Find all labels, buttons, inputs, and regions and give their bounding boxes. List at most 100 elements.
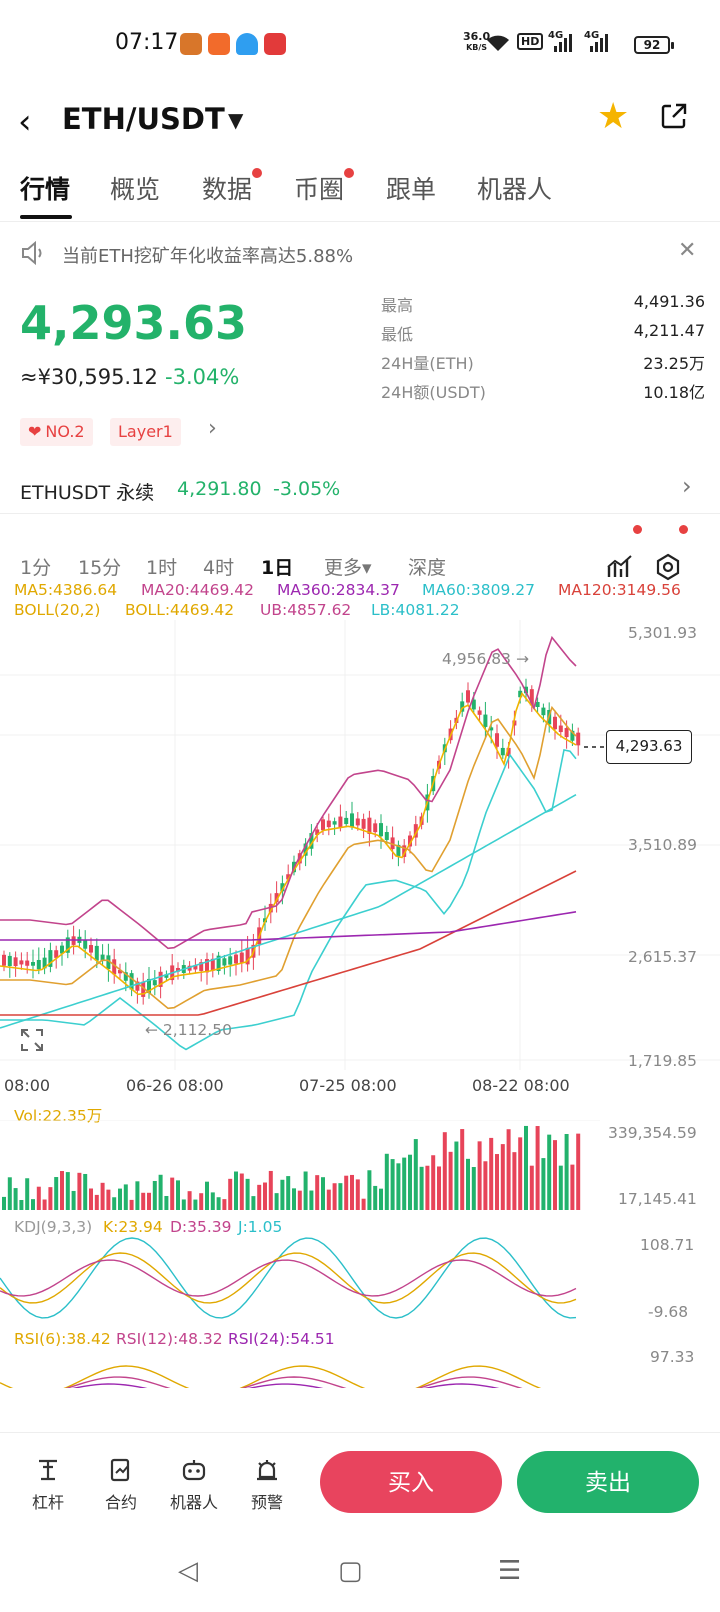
volume-bar: [367, 1170, 372, 1210]
cny-price: ≈¥30,595.12: [20, 365, 158, 389]
system-nav-bar: ◁ ▢ ☰: [0, 1540, 720, 1612]
volume-bar: [176, 1180, 180, 1210]
volume-bar: [408, 1154, 412, 1210]
contract-button[interactable]: 合约: [91, 1457, 151, 1513]
perpetual-name: ETHUSDT 永续: [20, 482, 155, 504]
stat-volume: 24H量(ETH) 23.25万: [381, 354, 705, 373]
rsi24-line: [71, 1383, 500, 1388]
tab-robot[interactable]: 机器人: [477, 175, 553, 204]
period-1h[interactable]: 1时: [146, 557, 178, 579]
net-speed: 36.0 KB/S: [463, 30, 491, 52]
candle-body: [518, 690, 523, 698]
volume-bar: [558, 1165, 563, 1210]
perpetual-change: -3.05%: [273, 478, 341, 500]
boll-ub: UB:4857.62: [260, 601, 352, 619]
stat-turnover: 24H额(USDT) 10.18亿: [381, 383, 705, 402]
stat-high: 最高 4,491.36: [381, 292, 705, 315]
candle-body: [176, 967, 180, 972]
volume-bar: [141, 1192, 146, 1210]
sell-button[interactable]: 卖出: [517, 1451, 699, 1513]
volume-bar: [152, 1180, 157, 1210]
volume-bar: [303, 1171, 308, 1210]
volume-bar: [129, 1199, 134, 1210]
candle-body: [361, 818, 366, 829]
fullscreen-icon[interactable]: [20, 1028, 44, 1052]
candle-body: [373, 823, 378, 833]
tab-copy-trade[interactable]: 跟单: [386, 175, 437, 204]
candlestick-chart[interactable]: [0, 620, 720, 1080]
indicator-icon[interactable]: [606, 553, 634, 581]
nav-menu-icon[interactable]: ☰: [498, 1556, 522, 1586]
volume-bar: [471, 1167, 476, 1210]
volume-bar: [100, 1182, 105, 1210]
nav-home-icon[interactable]: ▢: [338, 1556, 363, 1586]
candle-body: [158, 971, 163, 987]
volume-bar: [25, 1178, 30, 1210]
period-more[interactable]: 更多▾: [324, 557, 372, 579]
star-icon[interactable]: ★: [597, 96, 630, 137]
candle-body: [390, 837, 395, 850]
volume-bar: [89, 1188, 93, 1210]
leverage-button[interactable]: 杠杆: [18, 1457, 78, 1513]
candle-body: [193, 965, 198, 970]
volume-bar: [268, 1170, 273, 1210]
tab-data[interactable]: 数据: [202, 168, 263, 206]
candle-body: [332, 821, 337, 825]
chevron-right-icon[interactable]: ›: [208, 416, 217, 441]
qq-notification-icon: [236, 33, 258, 55]
ma360-line: [0, 911, 577, 941]
tab-overview[interactable]: 概览: [110, 175, 161, 204]
settings-icon[interactable]: [654, 553, 682, 581]
x-axis-label: 08-22 08:00: [472, 1076, 570, 1095]
candle-body: [321, 819, 325, 831]
x-axis-label: 06-26 08:00: [126, 1076, 224, 1095]
robot-button[interactable]: 机器人: [164, 1457, 224, 1513]
candle-body: [367, 817, 372, 834]
perpetual-row[interactable]: ETHUSDT 永续 4,291.80 -3.05% ›: [0, 470, 720, 514]
candle-body: [187, 965, 192, 971]
close-icon[interactable]: ✕: [678, 238, 697, 263]
boll-upper-line: [0, 635, 577, 950]
candle-body: [489, 727, 494, 731]
nav-back-icon[interactable]: ◁: [178, 1556, 198, 1586]
period-15m[interactable]: 15分: [78, 557, 122, 579]
alert-button[interactable]: 预警: [237, 1457, 297, 1513]
heart-icon: ❤: [28, 422, 42, 441]
volume-bar: [123, 1184, 128, 1210]
main-tabs: 行情 概览 数据 币圈 跟单 机器人: [0, 160, 720, 222]
volume-bar: [384, 1153, 389, 1210]
ma120-line: [0, 870, 577, 1016]
buy-button[interactable]: 买入: [320, 1451, 502, 1513]
tab-market[interactable]: 行情: [20, 175, 71, 204]
volume-bar: [373, 1185, 378, 1210]
share-icon[interactable]: [660, 102, 688, 130]
chevron-down-icon[interactable]: ▼: [228, 108, 244, 132]
period-1d[interactable]: 1日: [261, 557, 294, 579]
tab-community[interactable]: 币圈: [294, 168, 355, 206]
battery-icon: 92: [634, 36, 674, 54]
candle-body: [152, 980, 157, 986]
volume-bar: [355, 1179, 360, 1210]
volume-bar: [361, 1198, 366, 1210]
candle-body: [558, 725, 563, 733]
candle-body: [89, 945, 93, 953]
candle-body: [164, 974, 169, 978]
back-icon[interactable]: ‹: [18, 102, 32, 142]
kdj-d: D:35.39: [170, 1218, 232, 1236]
candle-body: [535, 701, 540, 708]
ma20-label: MA20:4469.42: [141, 581, 255, 599]
candle-body: [384, 832, 389, 840]
pair-title[interactable]: ETH/USDT: [62, 102, 225, 136]
rank-tag[interactable]: ❤ NO.2: [20, 418, 93, 446]
status-bar: 07:17 36.0 KB/S HD 4G 4G 92: [0, 0, 720, 90]
category-tag[interactable]: Layer1: [110, 418, 181, 446]
period-1m[interactable]: 1分: [20, 557, 52, 579]
notification-dot: [344, 168, 355, 178]
period-4h[interactable]: 4时: [203, 557, 235, 579]
volume-bar: [187, 1191, 192, 1210]
volume-bar: [390, 1159, 395, 1210]
notice-banner[interactable]: 当前ETH挖矿年化收益率高达5.88% ✕: [0, 238, 720, 278]
depth-tab[interactable]: 深度: [408, 557, 447, 579]
bottom-action-bar: 杠杆 合约 机器人 预警 买入 卖出: [0, 1432, 720, 1532]
